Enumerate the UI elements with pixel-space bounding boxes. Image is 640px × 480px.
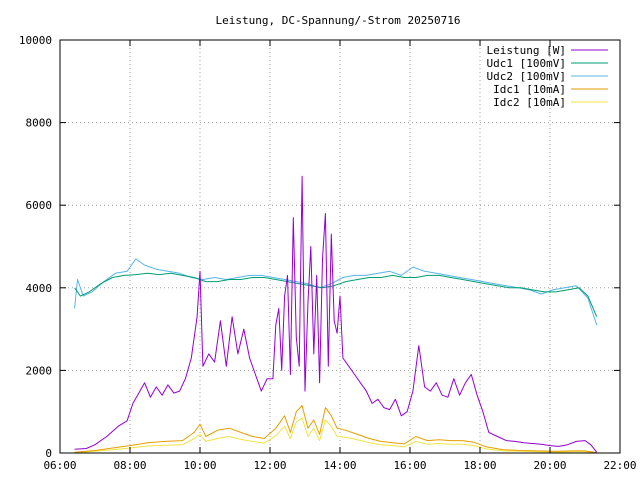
legend-label: Leistung [W] — [487, 44, 566, 57]
legend-label: Idc2 [10mA] — [493, 96, 566, 109]
series-line-3 — [74, 258, 598, 326]
legend-label: Idc1 [10mA] — [493, 83, 566, 96]
legend: Leistung [W]Udc1 [100mV]Udc2 [100mV]Idc1… — [487, 44, 608, 109]
chart-title: Leistung, DC-Spannung/-Strom 20250716 — [215, 14, 460, 27]
legend-label: Udc1 [100mV] — [487, 57, 566, 70]
x-tick-label: 12:00 — [253, 459, 286, 472]
y-tick-label: 4000 — [26, 282, 53, 295]
x-tick-label: 22:00 — [603, 459, 636, 472]
x-tick-label: 08:00 — [113, 459, 146, 472]
y-tick-label: 8000 — [26, 117, 53, 130]
x-tick-label: 16:00 — [393, 459, 426, 472]
x-tick-label: 18:00 — [463, 459, 496, 472]
series-line-1 — [74, 175, 598, 453]
legend-label: Udc2 [100mV] — [487, 70, 566, 83]
series-line-4 — [74, 405, 597, 454]
x-tick-label: 14:00 — [323, 459, 356, 472]
y-tick-label: 2000 — [26, 364, 53, 377]
x-tick-label: 10:00 — [183, 459, 216, 472]
x-tick-label: 06:00 — [43, 459, 76, 472]
tick-layer: 06:00 08:00 10:00 12:00 14:00 16:00 18:00 20:00… — [19, 34, 637, 472]
y-tick-label: 10000 — [19, 34, 52, 47]
x-tick-label: 20:00 — [533, 459, 566, 472]
y-tick-label: 0 — [45, 447, 52, 460]
series-line-2 — [74, 272, 598, 317]
y-tick-label: 6000 — [26, 199, 53, 212]
grid-layer — [60, 40, 620, 453]
